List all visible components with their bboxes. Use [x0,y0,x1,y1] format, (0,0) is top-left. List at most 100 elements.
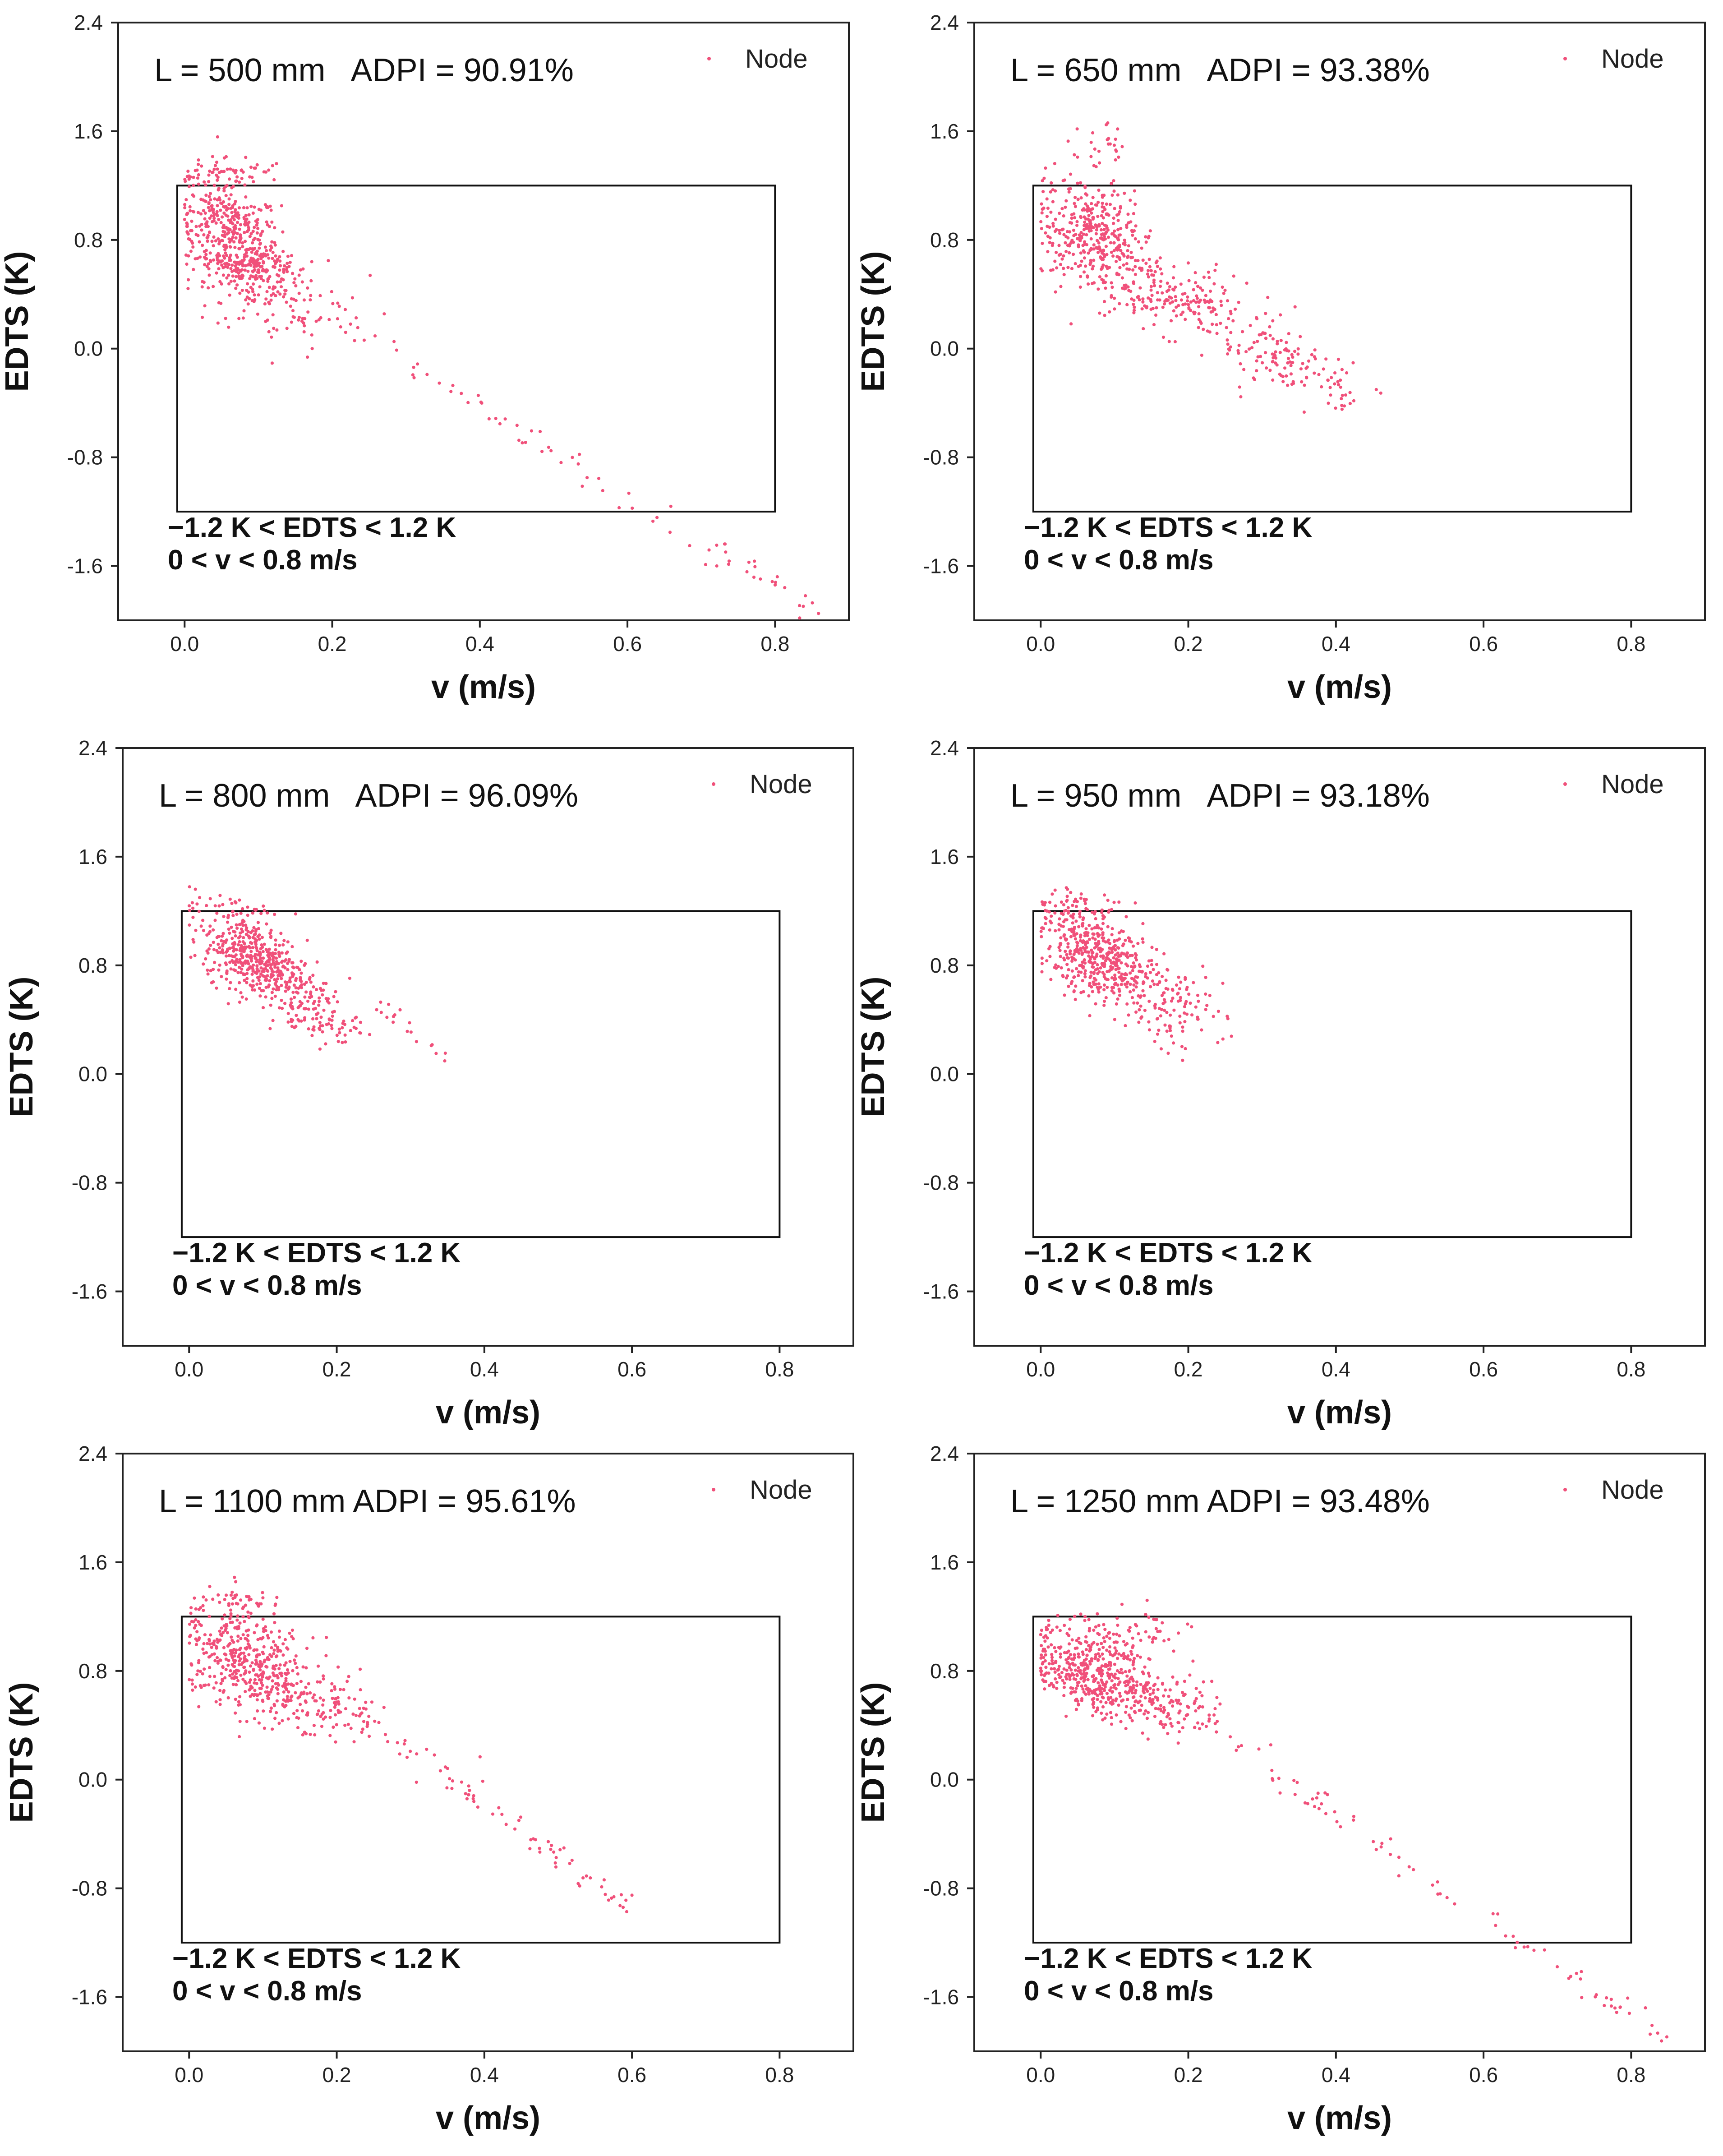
node-point [1058,231,1062,235]
node-point [1164,1723,1167,1727]
node-point [216,262,220,265]
node-point [1073,196,1077,199]
node-point [331,1014,334,1018]
node-point [256,1693,260,1697]
node-point [322,1699,325,1702]
node-point [1040,1653,1043,1657]
node-point [261,268,265,271]
node-point [1115,1640,1119,1644]
node-point [1125,1674,1129,1678]
node-point [1264,351,1267,355]
node-point [1050,914,1053,918]
node-point [1436,1880,1439,1884]
node-point [1109,1661,1112,1665]
node-point [222,170,226,173]
node-point [290,297,293,300]
node-point [1091,216,1095,219]
node-point [425,1747,428,1751]
node-point [234,1580,238,1584]
node-point [1125,982,1129,986]
node-point [415,1780,418,1784]
node-point [280,277,284,281]
node-point [1136,259,1140,263]
x-tick-label: 0.8 [1617,632,1645,656]
node-point [1412,1868,1415,1871]
node-point [240,927,244,931]
node-point [1090,955,1094,958]
node-point [1096,1632,1100,1635]
node-point [553,1861,557,1865]
node-point [1113,1683,1117,1686]
legend-label: Node [750,770,812,799]
node-point [297,1005,301,1009]
node-point [270,246,273,249]
node-point [312,1025,316,1029]
node-point [274,1682,277,1685]
y-tick-label: -0.8 [67,446,103,469]
node-point [1108,310,1111,314]
node-point [1053,259,1057,263]
node-point [1152,968,1155,971]
node-point [1073,1647,1077,1650]
node-point [368,1033,372,1036]
node-point [373,1719,377,1723]
node-point [204,194,208,197]
node-point [467,1784,470,1788]
node-point [247,945,251,948]
node-point [305,1692,309,1696]
node-point [200,164,203,168]
node-point [552,1850,556,1854]
x-tick-label: 0.6 [1469,1357,1498,1381]
node-point [1081,922,1085,925]
node-point [519,1815,523,1819]
node-point [1603,2004,1606,2008]
node-point [1053,965,1056,970]
node-point [1074,1708,1078,1711]
node-point [1100,908,1104,912]
node-point [218,894,222,897]
node-point [190,219,193,223]
node-point [1187,303,1190,306]
node-point [1078,912,1081,916]
node-point [1159,1720,1163,1723]
y-tick-label: 1.6 [930,845,959,868]
node-point [1107,938,1110,942]
node-point [1139,1694,1143,1698]
node-point [282,939,286,942]
node-point [333,1713,337,1717]
node-point [259,947,263,951]
node-point [1305,376,1308,380]
node-point [1101,931,1105,935]
node-point [1103,254,1106,259]
node-point [1063,909,1066,913]
node-point [1207,1713,1211,1717]
node-point [1118,1680,1122,1684]
node-point [235,255,239,259]
x-tick-label: 0.2 [1174,632,1203,656]
node-point [274,294,277,298]
node-point [197,1705,201,1708]
node-point [1069,928,1073,932]
node-point [241,316,245,320]
node-point [1287,349,1290,353]
node-point [1242,368,1246,371]
node-point [271,250,275,254]
node-point [267,302,272,305]
node-point [1274,361,1277,365]
node-point [239,946,242,950]
node-point [216,198,219,202]
node-point [1040,269,1044,272]
node-point [311,1017,315,1020]
node-points [1039,121,1382,414]
node-point [1043,1687,1046,1691]
node-point [1128,1658,1132,1662]
node-point [630,1893,634,1897]
node-point [1079,196,1083,200]
node-point [330,1027,334,1030]
node-point [1168,1029,1172,1032]
node-point [1204,992,1207,996]
node-point [1065,953,1069,956]
node-point [251,979,255,983]
node-point [1116,997,1119,1001]
node-point [1151,1698,1155,1702]
